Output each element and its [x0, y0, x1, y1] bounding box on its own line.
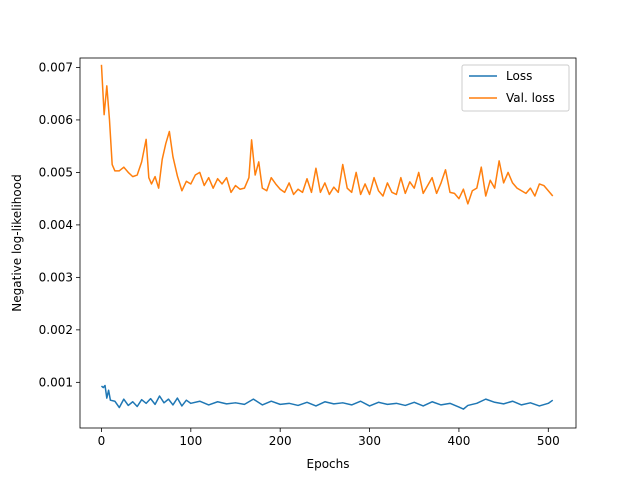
series-line-loss: [100, 384, 554, 410]
x-tick-label: 0: [98, 434, 106, 448]
series-layer: [100, 64, 554, 410]
plot-area: [80, 58, 576, 428]
legend-label-val-loss: Val. loss: [506, 91, 555, 105]
y-axis-ticks: 0.001 0.002 0.003 0.004 0.005 0.006 0.007: [39, 60, 80, 389]
plot-frame: [79, 57, 577, 429]
y-tick-label: 0.005: [39, 165, 73, 179]
y-tick-label: 0.007: [39, 60, 73, 74]
y-tick-label: 0.002: [39, 323, 73, 337]
legend: Loss Val. loss: [461, 64, 570, 112]
y-tick-label: 0.004: [39, 218, 73, 232]
legend-label-loss: Loss: [506, 69, 532, 83]
y-tick-label: 0.001: [39, 375, 73, 389]
x-axis-label: Epochs: [307, 457, 350, 471]
series-line-val-loss: [100, 64, 554, 205]
y-tick-label: 0.003: [39, 270, 73, 284]
x-tick-label: 500: [537, 434, 560, 448]
x-tick-label: 200: [269, 434, 292, 448]
y-tick-label: 0.006: [39, 113, 73, 127]
x-tick-label: 300: [358, 434, 381, 448]
y-axis-label: Negative log-likelihood: [10, 174, 24, 311]
x-tick-label: 100: [179, 434, 202, 448]
x-axis-ticks: 0 100 200 300 400 500: [98, 428, 560, 448]
x-tick-label: 400: [447, 434, 470, 448]
